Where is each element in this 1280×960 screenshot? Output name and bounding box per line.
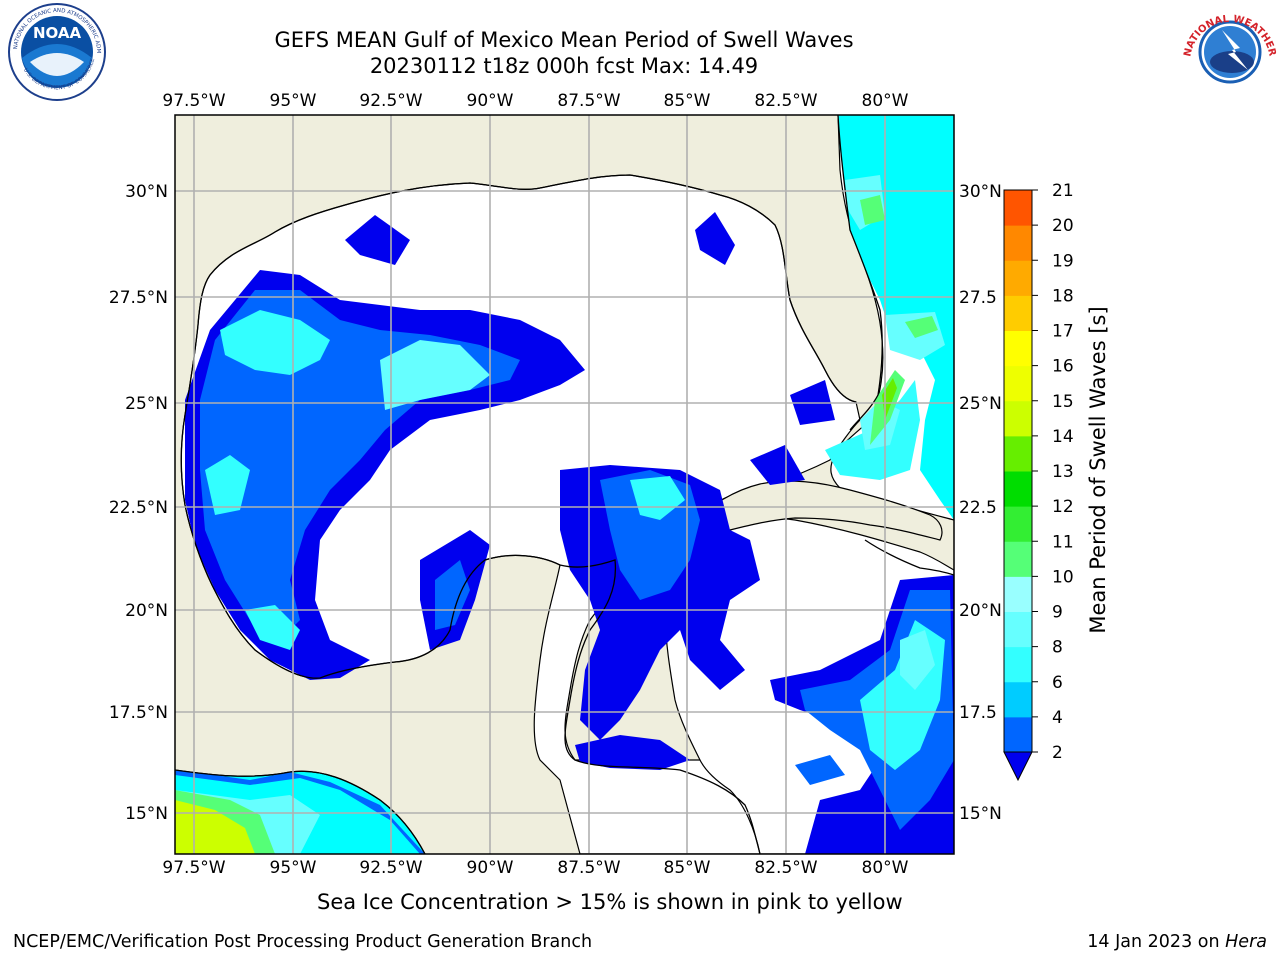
lon-label-top: 95°W bbox=[270, 91, 317, 111]
colorbar-segment bbox=[1004, 260, 1032, 296]
colorbar-tick-label: 14 bbox=[1052, 427, 1074, 447]
nws-logo: NATIONAL WEATHER SERVICE bbox=[0, 0, 1278, 100]
lon-label-top: 85°W bbox=[664, 91, 711, 111]
colorbar-tick-label: 13 bbox=[1052, 462, 1074, 482]
lat-label-right: 25°N bbox=[959, 394, 1002, 414]
colorbar-extend-triangle bbox=[1003, 751, 1033, 782]
lat-labels-left: 30°N 27.5°N 25°N 22.5°N 20°N 17.5°N 15°N bbox=[109, 182, 168, 824]
lat-label-right: 22.5 bbox=[959, 498, 997, 518]
colorbar-segment bbox=[1004, 225, 1032, 261]
colorbar-segment bbox=[1004, 646, 1032, 683]
colorbar-tick-label: 9 bbox=[1052, 603, 1063, 623]
colorbar-tick-label: 12 bbox=[1052, 497, 1074, 517]
svg-text:NATIONAL WEATHER SERVICE: NATIONAL WEATHER SERVICE bbox=[0, 0, 1278, 60]
lon-label-top: 82.5°W bbox=[754, 91, 817, 111]
lat-label-left: 30°N bbox=[125, 182, 168, 202]
swell-field bbox=[175, 115, 954, 854]
footer-date: 14 Jan 2023 on Hera bbox=[1087, 932, 1267, 952]
lat-label-left: 22.5°N bbox=[109, 498, 168, 518]
colorbar-segment bbox=[1004, 611, 1032, 648]
colorbar-segment bbox=[1004, 716, 1032, 753]
lon-label-top: 97.5°W bbox=[162, 91, 225, 111]
colorbar-segment bbox=[1004, 400, 1032, 437]
colorbar-segment bbox=[1004, 681, 1032, 718]
lat-label-right: 30°N bbox=[959, 182, 1002, 202]
gridlines bbox=[175, 115, 954, 854]
lat-label-right: 27.5 bbox=[959, 288, 997, 308]
lon-label-bottom: 82.5°W bbox=[754, 858, 817, 878]
colorbar: 2 4 6 8 9 10 11 12 13 14 15 16 17 18 19 20 21 bbox=[1003, 181, 1074, 782]
colorbar-segment bbox=[1004, 295, 1032, 331]
colorbar-tick-label: 17 bbox=[1052, 322, 1074, 342]
map-panel: 97.5°W 95°W 92.5°W 90°W 87.5°W 85°W 82.5… bbox=[109, 91, 1002, 878]
lat-label-right: 15°N bbox=[959, 804, 1002, 824]
lon-label-top: 92.5°W bbox=[359, 91, 422, 111]
colorbar-segment bbox=[1004, 541, 1032, 577]
colorbar-label: Mean Period of Swell Waves [s] bbox=[1086, 306, 1110, 633]
colorbar-tick-label: 8 bbox=[1052, 638, 1063, 658]
colorbar-tick-label: 6 bbox=[1052, 673, 1063, 693]
colorbar-tick-label: 11 bbox=[1052, 532, 1074, 552]
lon-label-top: 90°W bbox=[467, 91, 514, 111]
lon-labels-top: 97.5°W 95°W 92.5°W 90°W 87.5°W 85°W 82.5… bbox=[162, 91, 908, 111]
noaa-logo: NOAA NATIONAL OCEANIC AND ATMOSPHERIC AD… bbox=[0, 0, 106, 101]
colorbar-tick-label: 16 bbox=[1052, 357, 1074, 377]
lat-label-right: 17.5 bbox=[959, 703, 997, 723]
colorbar-tick-label: 21 bbox=[1052, 181, 1074, 201]
sea-ice-caption: Sea Ice Concentration > 15% is shown in … bbox=[317, 890, 903, 914]
lat-label-left: 17.5°N bbox=[109, 703, 168, 723]
lon-label-bottom: 87.5°W bbox=[557, 858, 620, 878]
colorbar-segment bbox=[1004, 190, 1032, 226]
chart-title: GEFS MEAN Gulf of Mexico Mean Period of … bbox=[274, 28, 854, 52]
lat-label-left: 15°N bbox=[125, 804, 168, 824]
colorbar-segment bbox=[1004, 330, 1032, 367]
chart-subtitle: 20230112 t18z 000h fcst Max: 14.49 bbox=[369, 54, 759, 78]
colorbar-tick-label: 4 bbox=[1052, 708, 1063, 728]
lon-label-bottom: 97.5°W bbox=[162, 858, 225, 878]
lat-label-left: 25°N bbox=[125, 394, 168, 414]
colorbar-segment bbox=[1004, 365, 1032, 402]
colorbar-segment bbox=[1004, 576, 1032, 612]
lat-labels-right: 30°N 27.5 25°N 22.5 20°N 17.5 15°N bbox=[959, 182, 1002, 824]
lon-labels-bottom: 97.5°W 95°W 92.5°W 90°W 87.5°W 85°W 82.5… bbox=[162, 858, 908, 878]
lon-label-bottom: 92.5°W bbox=[359, 858, 422, 878]
colorbar-segment bbox=[1004, 506, 1032, 542]
colorbar-tick-label: 19 bbox=[1052, 251, 1074, 271]
lon-label-bottom: 85°W bbox=[664, 858, 711, 878]
colorbar-segment bbox=[1004, 435, 1032, 472]
lon-label-bottom: 90°W bbox=[467, 858, 514, 878]
footer-host: Hera bbox=[1225, 932, 1267, 952]
colorbar-segment bbox=[1004, 471, 1032, 507]
map-frame bbox=[174, 114, 955, 855]
svg-text:NOAA: NOAA bbox=[33, 24, 82, 42]
lat-label-left: 27.5°N bbox=[109, 288, 168, 308]
colorbar-tick-label: 10 bbox=[1052, 567, 1074, 587]
footer-credit: NCEP/EMC/Verification Post Processing Pr… bbox=[13, 932, 593, 952]
colorbar-tick-label: 20 bbox=[1052, 216, 1074, 236]
lat-label-left: 20°N bbox=[125, 601, 168, 621]
coastlines bbox=[175, 115, 954, 854]
lon-label-bottom: 95°W bbox=[270, 858, 317, 878]
colorbar-tick-label: 15 bbox=[1052, 392, 1074, 412]
lat-label-right: 20°N bbox=[959, 601, 1002, 621]
lon-label-top: 80°W bbox=[862, 91, 909, 111]
colorbar-tick-label: 2 bbox=[1052, 743, 1063, 763]
colorbar-tick-label: 18 bbox=[1052, 286, 1074, 306]
lon-label-bottom: 80°W bbox=[862, 858, 909, 878]
footer-date-text: 14 Jan 2023 on bbox=[1087, 932, 1226, 952]
lon-label-top: 87.5°W bbox=[557, 91, 620, 111]
